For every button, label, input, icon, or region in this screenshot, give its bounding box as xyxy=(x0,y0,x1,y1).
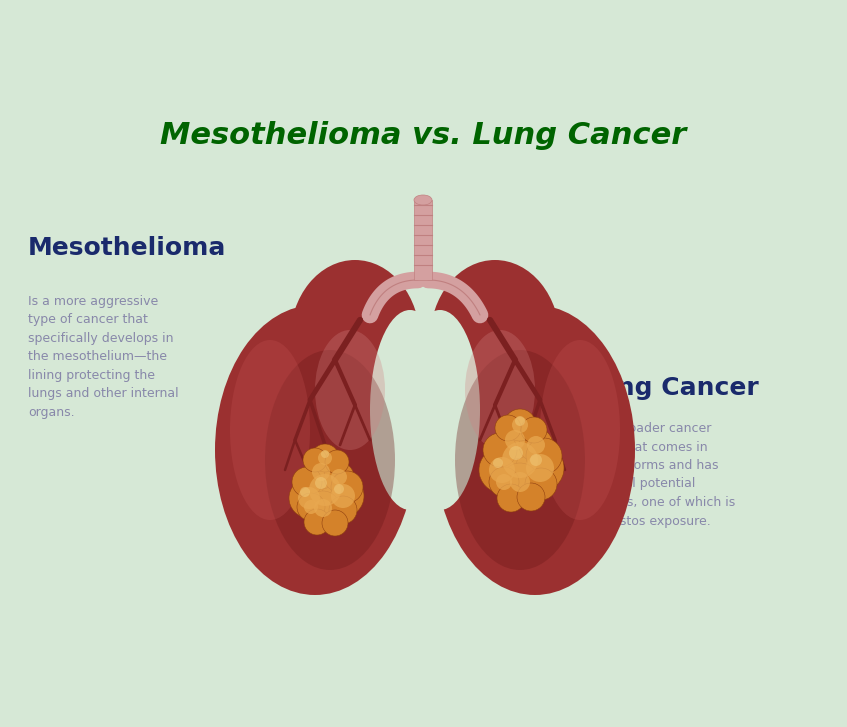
Ellipse shape xyxy=(290,260,420,420)
Text: Mesothelioma vs. Lung Cancer: Mesothelioma vs. Lung Cancer xyxy=(160,121,686,150)
Circle shape xyxy=(488,428,552,492)
Ellipse shape xyxy=(230,340,310,520)
Circle shape xyxy=(298,487,320,509)
Circle shape xyxy=(289,478,329,518)
Ellipse shape xyxy=(315,330,385,450)
Ellipse shape xyxy=(215,305,415,595)
Circle shape xyxy=(495,415,521,441)
Ellipse shape xyxy=(430,260,560,420)
Circle shape xyxy=(493,458,503,468)
Circle shape xyxy=(331,469,347,485)
Circle shape xyxy=(502,442,538,478)
Circle shape xyxy=(527,436,545,454)
Circle shape xyxy=(515,416,525,426)
Circle shape xyxy=(530,454,542,466)
Circle shape xyxy=(306,491,340,525)
Circle shape xyxy=(303,448,327,472)
Circle shape xyxy=(501,463,539,501)
Circle shape xyxy=(324,462,354,492)
Circle shape xyxy=(497,484,525,512)
Text: Is a broader cancer
type that comes in
many forms and has
several potential
caus: Is a broader cancer type that comes in m… xyxy=(590,422,735,528)
Circle shape xyxy=(329,496,357,524)
Circle shape xyxy=(489,457,515,483)
Polygon shape xyxy=(414,200,432,280)
Circle shape xyxy=(526,454,554,482)
Text: Lung Cancer: Lung Cancer xyxy=(583,376,759,400)
Text: Mesothelioma: Mesothelioma xyxy=(28,236,226,260)
Circle shape xyxy=(521,417,547,443)
Circle shape xyxy=(496,421,534,459)
Circle shape xyxy=(311,444,339,472)
Ellipse shape xyxy=(400,310,480,510)
Circle shape xyxy=(483,433,517,467)
Circle shape xyxy=(321,450,329,458)
Ellipse shape xyxy=(465,330,535,450)
Circle shape xyxy=(315,477,327,489)
Ellipse shape xyxy=(370,310,450,510)
Circle shape xyxy=(496,474,512,490)
Circle shape xyxy=(304,509,330,535)
Circle shape xyxy=(309,474,341,506)
Ellipse shape xyxy=(455,350,585,570)
Circle shape xyxy=(297,462,353,518)
Circle shape xyxy=(509,446,523,460)
Ellipse shape xyxy=(265,350,395,570)
Circle shape xyxy=(300,487,310,497)
Circle shape xyxy=(331,471,363,503)
Circle shape xyxy=(322,475,364,517)
Circle shape xyxy=(505,430,525,450)
Circle shape xyxy=(297,493,325,521)
Circle shape xyxy=(318,451,332,465)
Circle shape xyxy=(325,450,349,474)
Circle shape xyxy=(304,500,318,514)
Ellipse shape xyxy=(250,495,350,575)
Circle shape xyxy=(526,438,562,474)
Circle shape xyxy=(331,484,355,508)
Circle shape xyxy=(510,472,530,492)
Circle shape xyxy=(504,409,536,441)
Circle shape xyxy=(519,428,553,462)
Circle shape xyxy=(314,499,332,517)
Ellipse shape xyxy=(540,340,620,520)
Circle shape xyxy=(516,444,564,492)
Ellipse shape xyxy=(414,195,432,205)
Circle shape xyxy=(479,447,525,493)
Circle shape xyxy=(512,417,528,433)
Circle shape xyxy=(304,455,338,489)
Circle shape xyxy=(489,467,519,497)
Circle shape xyxy=(312,463,330,481)
Circle shape xyxy=(517,483,545,511)
Ellipse shape xyxy=(435,305,635,595)
Text: Is a more aggressive
type of cancer that
specifically develops in
the mesotheliu: Is a more aggressive type of cancer that… xyxy=(28,295,179,419)
Circle shape xyxy=(292,467,322,497)
Circle shape xyxy=(322,510,348,536)
Circle shape xyxy=(525,468,557,500)
Circle shape xyxy=(334,484,344,494)
Ellipse shape xyxy=(500,495,600,575)
